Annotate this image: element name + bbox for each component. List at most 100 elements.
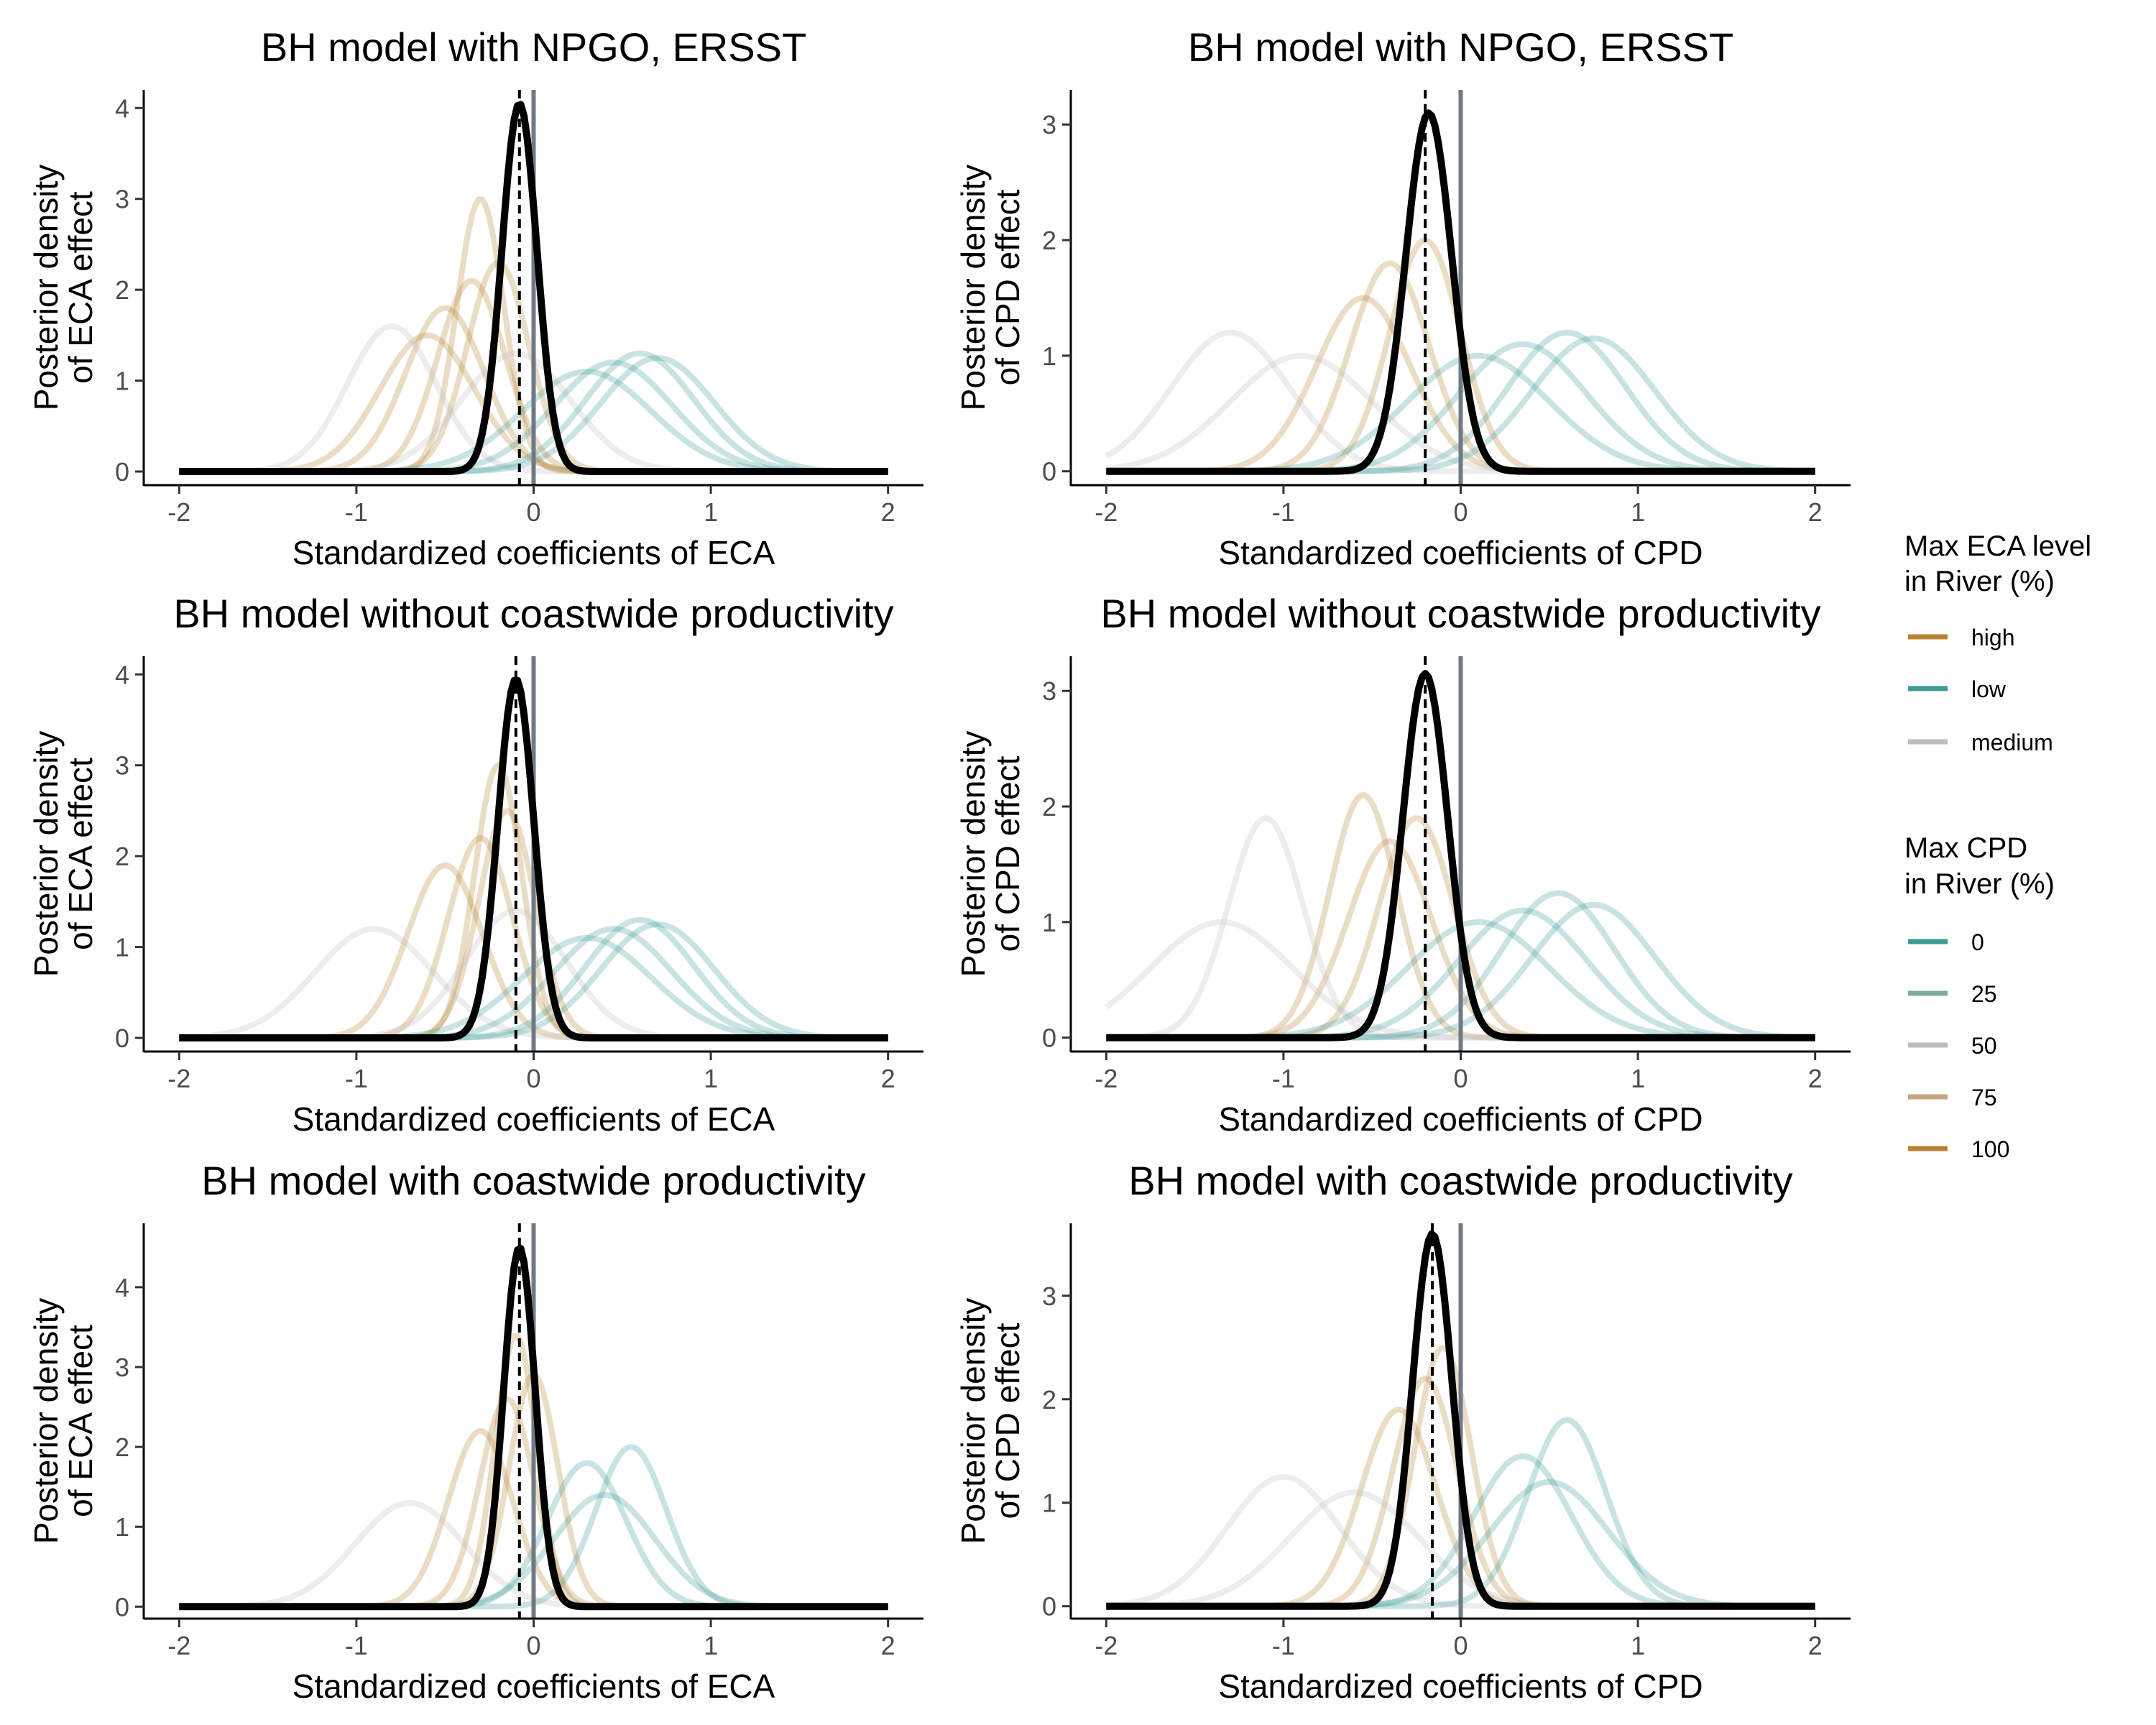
y-tick-label: 3: [115, 185, 129, 214]
y-axis-title-line2: of ECA effect: [62, 758, 99, 950]
y-tick-label: 3: [115, 751, 129, 781]
x-tick-label: -2: [1095, 1064, 1118, 1093]
legend-eca-label-high: high: [1971, 625, 2015, 650]
y-axis-title-line1: Posterior density: [27, 1298, 65, 1545]
legend-cpd-title-line1: Max CPD: [1904, 832, 2027, 864]
y-tick-label: 4: [115, 660, 129, 689]
y-tick-label: 0: [115, 1024, 129, 1053]
legend-eca-title-line1: Max ECA level: [1904, 530, 2091, 562]
legend-cpd: Max CPD in River (%) 0 25 50 75 100: [1904, 832, 2055, 1162]
y-tick-label: 0: [1042, 1592, 1056, 1622]
x-tick-label: 2: [881, 497, 895, 527]
legend-cpd-label-0: 0: [1971, 929, 1984, 955]
y-tick-label: 1: [1042, 1489, 1056, 1518]
x-tick-label: 0: [1453, 1064, 1468, 1093]
y-tick-label: 0: [1042, 457, 1056, 487]
x-tick-label: -2: [167, 1064, 190, 1093]
legend-eca: Max ECA level in River (%) high low medi…: [1904, 530, 2091, 755]
x-axis-title: Standardized coefficients of CPD: [1218, 1100, 1703, 1138]
overall-posterior-curve: [1105, 1230, 1816, 1610]
overall-posterior-curve: [178, 676, 889, 1041]
x-tick-label: 1: [1631, 1631, 1645, 1660]
panel-title: BH model with NPGO, ERSST: [261, 24, 806, 70]
overall-posterior-curve: [178, 101, 889, 475]
x-tick-label: 2: [881, 1631, 895, 1660]
x-tick-label: -1: [345, 1064, 368, 1093]
legend-eca-title-line2: in River (%): [1904, 566, 2055, 597]
legend-cpd-title-line2: in River (%): [1904, 868, 2055, 900]
x-tick-label: 0: [526, 1631, 540, 1660]
x-tick-label: 2: [1808, 1631, 1823, 1660]
y-tick-label: 2: [115, 1432, 129, 1462]
y-axis-title-line1: Posterior density: [954, 731, 992, 978]
x-tick-label: -1: [1272, 497, 1295, 527]
y-axis-title-line1: Posterior density: [27, 165, 65, 411]
y-tick-label: 1: [1042, 341, 1056, 371]
y-axis-title-line2: of CPD effect: [989, 1322, 1026, 1519]
x-tick-label: 1: [704, 1064, 718, 1093]
x-tick-label: 0: [1453, 1631, 1468, 1660]
y-tick-label: 1: [115, 933, 129, 962]
chart-panel-2: -2 -1 0 1 2 0 1 2 3 BH model with NPGO, ERSST Stan…: [954, 24, 1851, 571]
x-axis-title: Standardized coefficients of ECA: [292, 534, 775, 571]
x-tick-label: -2: [1095, 497, 1118, 527]
y-tick-label: 3: [1042, 676, 1056, 706]
overall-posterior-curve: [1105, 109, 1816, 475]
x-axis-title: Standardized coefficients of ECA: [292, 1668, 775, 1705]
x-tick-label: 2: [881, 1064, 895, 1093]
x-axis-title: Standardized coefficients of ECA: [292, 1100, 775, 1138]
x-tick-label: -2: [1095, 1631, 1118, 1660]
y-tick-label: 0: [115, 457, 129, 487]
x-tick-label: -1: [345, 1631, 368, 1660]
x-tick-label: 1: [1631, 1064, 1645, 1093]
panel-title: BH model with coastwide productivity: [1128, 1158, 1792, 1203]
overall-posterior-curve: [1105, 670, 1816, 1041]
legend-cpd-label-75: 75: [1971, 1085, 1997, 1110]
panel-title: BH model with NPGO, ERSST: [1188, 24, 1733, 70]
y-axis-title-line2: of ECA effect: [62, 191, 99, 384]
x-tick-label: -2: [167, 497, 190, 527]
panel-title: BH model without coastwide productivity: [173, 591, 893, 636]
x-tick-label: 0: [1453, 497, 1468, 527]
y-axis-title-line1: Posterior density: [27, 731, 65, 978]
panel-title: BH model without coastwide productivity: [1100, 591, 1820, 636]
x-tick-label: -1: [1272, 1064, 1295, 1093]
chart-panel-1: -2 -1 0 1 2 0 1 2 3 4 BH model with NPGO, ERSST Sta…: [27, 24, 923, 571]
legend-cpd-label-50: 50: [1971, 1033, 1997, 1059]
x-tick-label: 1: [1631, 497, 1645, 527]
panel-title: BH model with coastwide productivity: [201, 1158, 865, 1203]
x-tick-label: -1: [345, 497, 368, 527]
panels: -2 -1 0 1 2 0 1 2 3 4 BH model with NPGO, ERSST Sta…: [27, 24, 1851, 1705]
chart-panel-3: -2 -1 0 1 2 0 1 2 3 4 BH model without coastwide p…: [27, 591, 923, 1138]
x-axis-title: Standardized coefficients of CPD: [1218, 534, 1703, 571]
x-tick-label: 0: [526, 497, 540, 527]
chart-panel-5: -2 -1 0 1 2 0 1 2 3 4 BH model with coastwide prod…: [27, 1158, 923, 1705]
y-tick-label: 2: [1042, 792, 1056, 822]
y-tick-label: 0: [115, 1592, 129, 1622]
y-tick-label: 2: [1042, 226, 1056, 255]
y-axis-title-line2: of CPD effect: [989, 755, 1026, 952]
x-tick-label: -1: [1272, 1631, 1295, 1660]
x-tick-label: 1: [704, 1631, 718, 1660]
chart-panel-4: -2 -1 0 1 2 0 1 2 3 BH model without coastwide pr…: [954, 591, 1851, 1138]
y-tick-label: 0: [1042, 1024, 1056, 1053]
y-tick-label: 1: [115, 1512, 129, 1542]
y-tick-label: 1: [115, 367, 129, 396]
chart-panel-6: -2 -1 0 1 2 0 1 2 3 BH model with coastwide produ…: [954, 1158, 1851, 1705]
y-tick-label: 4: [115, 93, 129, 123]
y-tick-label: 2: [1042, 1385, 1056, 1414]
x-tick-label: 0: [526, 1064, 540, 1093]
x-tick-label: 2: [1808, 1064, 1823, 1093]
y-tick-label: 2: [115, 275, 129, 305]
y-tick-label: 3: [1042, 110, 1056, 139]
x-tick-label: 2: [1808, 497, 1823, 527]
overall-posterior-curve: [178, 1245, 889, 1611]
y-tick-label: 3: [115, 1353, 129, 1382]
y-tick-label: 3: [1042, 1282, 1056, 1311]
x-tick-label: -2: [167, 1631, 190, 1660]
y-axis-title-line1: Posterior density: [954, 165, 992, 411]
x-tick-label: 1: [704, 497, 718, 527]
y-axis-title-line2: of CPD effect: [989, 189, 1026, 385]
y-tick-label: 1: [1042, 908, 1056, 937]
y-tick-label: 4: [115, 1273, 129, 1302]
